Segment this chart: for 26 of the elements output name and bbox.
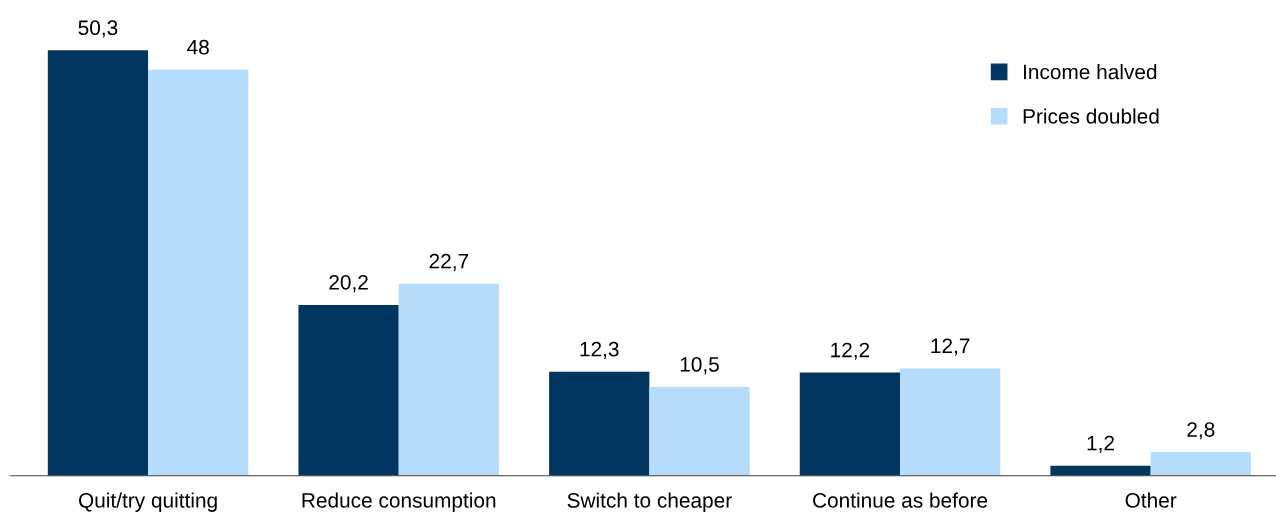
- bar: [148, 69, 249, 476]
- legend-label: Prices doubled: [1023, 108, 1159, 124]
- x-tick-label: Quit/try quitting: [79, 492, 217, 512]
- data-label: 1,2: [1087, 435, 1114, 453]
- data-label: 2,8: [1187, 422, 1215, 440]
- x-tick-label: Switch to cheaper: [567, 492, 732, 512]
- data-label: 12,2: [831, 342, 870, 360]
- data-label: 48: [187, 39, 209, 55]
- x-tick-label: Other: [1125, 492, 1177, 508]
- bar: [549, 371, 650, 476]
- bar: [398, 283, 499, 476]
- bar: [649, 386, 750, 476]
- data-label: 12,3: [580, 341, 619, 359]
- data-label: 12,7: [931, 338, 970, 356]
- legend-label: Income halved: [1023, 63, 1157, 80]
- data-label: 50,3: [78, 20, 118, 38]
- bar: [900, 368, 1001, 476]
- data-label: 20,2: [329, 274, 368, 293]
- bar: [298, 304, 399, 476]
- x-tick-label: Reduce consumption: [302, 492, 496, 512]
- bar: [1150, 452, 1251, 476]
- x-tick-label: Continue as before: [813, 492, 988, 508]
- bar: [47, 50, 149, 476]
- bar: [799, 372, 901, 476]
- data-label: 22,7: [429, 253, 469, 272]
- data-label: 10,5: [680, 357, 719, 375]
